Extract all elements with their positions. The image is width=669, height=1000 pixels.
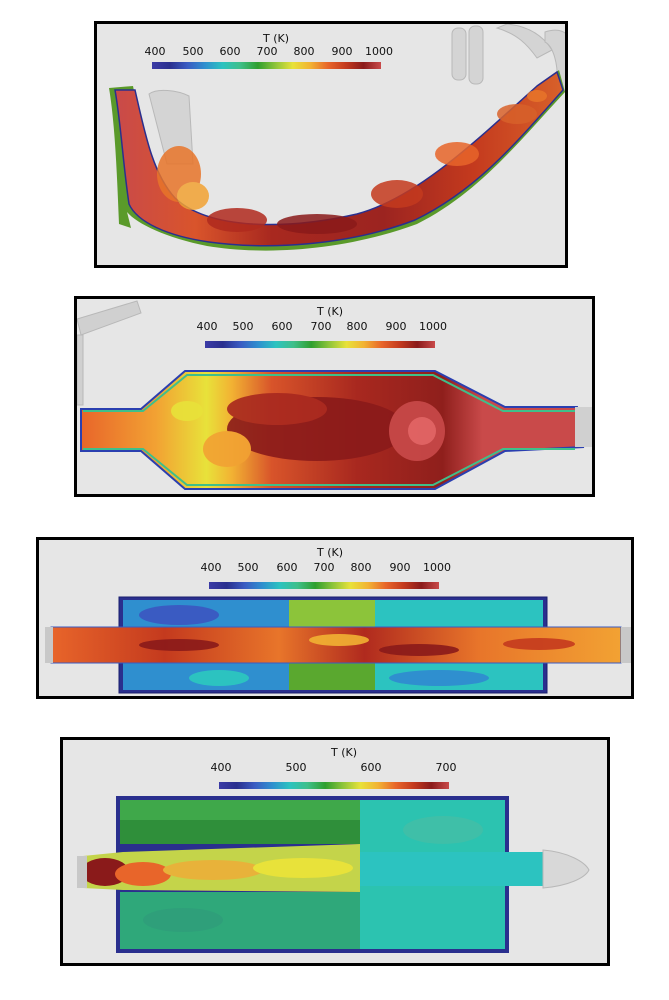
colorbar-tick: 500 xyxy=(232,320,254,333)
colorbar-tick: 600 xyxy=(271,320,293,333)
colorbar-title: T (K) xyxy=(331,746,358,759)
colorbar-tick: 800 xyxy=(293,45,315,58)
colorbar-tick: 1000 xyxy=(365,45,393,58)
colorbar-tick: 700 xyxy=(256,45,278,58)
colorbar-tick: 500 xyxy=(237,561,259,574)
colorbar-panel-2: T (K) 400 500 600 700 800 900 1000 xyxy=(195,305,455,349)
colorbar-tick: 900 xyxy=(385,320,407,333)
colorbar-tick: 900 xyxy=(389,561,411,574)
colorbar-title: T (K) xyxy=(317,305,344,318)
manifold-turbulent-structures xyxy=(157,90,547,234)
panel-rear-muffler-temperature: T (K) 400 500 600 700 xyxy=(60,737,610,966)
colorbar-tick: 1000 xyxy=(419,320,447,333)
panel-muffler-temperature: T (K) 400 500 600 700 800 900 1000 xyxy=(36,537,634,699)
colorbar-tick: 600 xyxy=(219,45,241,58)
converter-temperature-field xyxy=(77,300,592,490)
colorbar-tick: 900 xyxy=(331,45,353,58)
converter-hot-core xyxy=(171,393,445,467)
colorbar-tick: 700 xyxy=(310,320,332,333)
colorbar-tick: 1000 xyxy=(423,561,451,574)
colorbar-gradient xyxy=(209,582,439,589)
converter-boundary-layer-bottom xyxy=(83,448,575,486)
colorbar-title: T (K) xyxy=(263,32,290,45)
colorbar-gradient xyxy=(152,62,381,69)
colorbar-tick: 600 xyxy=(276,561,298,574)
colorbar-tick: 400 xyxy=(200,561,222,574)
converter-background-pipe xyxy=(77,300,142,406)
colorbar-tick: 500 xyxy=(285,761,307,774)
colorbar-tick: 800 xyxy=(346,320,368,333)
colorbar-tick: 400 xyxy=(210,761,232,774)
colorbar-tick: 500 xyxy=(182,45,204,58)
colorbar-tick: 400 xyxy=(144,45,166,58)
colorbar-title: T (K) xyxy=(317,546,344,559)
rear-muffler-inlet-stub xyxy=(77,856,87,888)
rear-muffler-temperature-field xyxy=(77,796,590,953)
colorbar-tick: 800 xyxy=(350,561,372,574)
muffler-outlet-stub xyxy=(621,627,631,663)
muffler-inlet-stub xyxy=(45,627,53,663)
colorbar-panel-4: T (K) 400 500 600 700 xyxy=(210,746,463,790)
colorbar-gradient xyxy=(219,782,449,789)
converter-outlet-stub xyxy=(575,407,592,447)
colorbar-tick: 700 xyxy=(435,761,457,774)
colorbar-gradient xyxy=(205,341,435,348)
colorbar-panel-1: T (K) 400 500 600 700 800 900 1000 xyxy=(145,32,393,72)
manifold-temperature-field xyxy=(109,24,565,251)
colorbar-tick: 400 xyxy=(196,320,218,333)
panel-converter-temperature: T (K) 400 500 600 700 800 900 1000 xyxy=(74,296,595,497)
colorbar-tick: 700 xyxy=(313,561,335,574)
muffler-chambers xyxy=(123,600,543,690)
colorbar-panel-3: T (K) 400 500 600 700 800 900 1000 xyxy=(200,546,451,590)
rear-muffler-tailpipe-cone xyxy=(542,849,590,889)
converter-boundary-layer-top xyxy=(83,374,575,412)
muffler-temperature-field xyxy=(45,596,631,694)
panel-manifold-temperature: T (K) 400 500 600 700 800 900 1000 xyxy=(94,21,568,268)
colorbar-tick: 600 xyxy=(360,761,382,774)
rear-muffler-core-structures xyxy=(81,858,353,886)
muffler-core-structures xyxy=(139,634,575,656)
rear-muffler-outlet-pipe xyxy=(360,852,543,886)
